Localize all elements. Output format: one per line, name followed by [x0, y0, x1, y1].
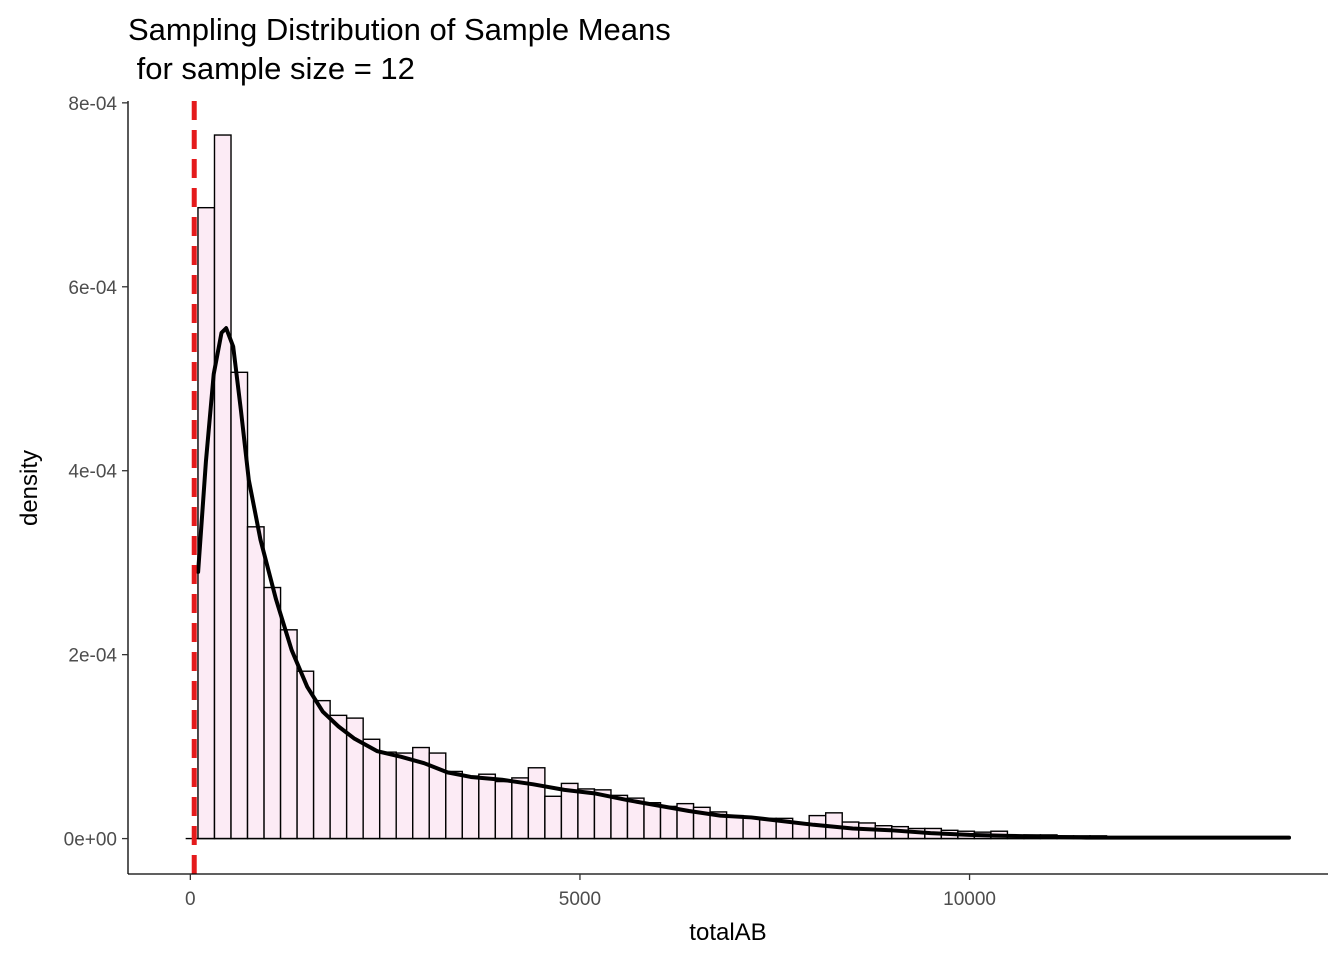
histogram-bar	[544, 795, 563, 840]
histogram-bar	[610, 794, 629, 840]
x-tick-label: 10000	[943, 889, 996, 910]
y-tick-label: 8e-04	[68, 94, 117, 115]
density-curve	[196, 326, 1292, 840]
histogram-bar	[643, 802, 662, 840]
y-tick-label: 4e-04	[68, 462, 117, 483]
histogram-bar	[659, 805, 678, 840]
histogram-bar	[362, 738, 381, 840]
histogram-bar	[494, 780, 513, 840]
histogram-bar	[577, 788, 596, 840]
histogram-bar	[461, 775, 480, 840]
chart-title-line-1: Sampling Distribution of Sample Means	[128, 12, 671, 47]
histogram-bar	[478, 773, 497, 840]
y-axis-ticks: 0e+00 2e-04 4e-04 6e-04 8e-04	[64, 94, 128, 851]
histogram-bar	[378, 751, 397, 840]
chart-title-line-2: for sample size = 12	[128, 51, 415, 86]
histogram-bar	[511, 777, 530, 840]
histogram-bar	[312, 699, 331, 840]
histogram-bar	[395, 752, 414, 840]
y-tick-label: 2e-04	[68, 646, 117, 667]
x-axis-title: totalAB	[689, 919, 766, 946]
histogram-bar	[246, 526, 265, 840]
y-tick-label: 6e-04	[68, 278, 117, 299]
x-axis-ticks: 0 5000 10000	[185, 874, 996, 910]
x-tick-label: 0	[185, 889, 196, 910]
histogram-bar	[329, 714, 348, 840]
histogram-bar	[263, 586, 282, 840]
histogram-bar	[213, 134, 232, 840]
x-tick-label: 5000	[559, 889, 601, 910]
histogram-bar	[445, 770, 463, 840]
y-tick-label: 0e+00	[64, 830, 117, 851]
histogram-bar	[527, 767, 546, 840]
histogram-bar	[725, 814, 744, 840]
y-axis-title: density	[16, 450, 43, 526]
histogram-bar	[742, 816, 761, 840]
density-curve-layer	[196, 326, 1292, 840]
